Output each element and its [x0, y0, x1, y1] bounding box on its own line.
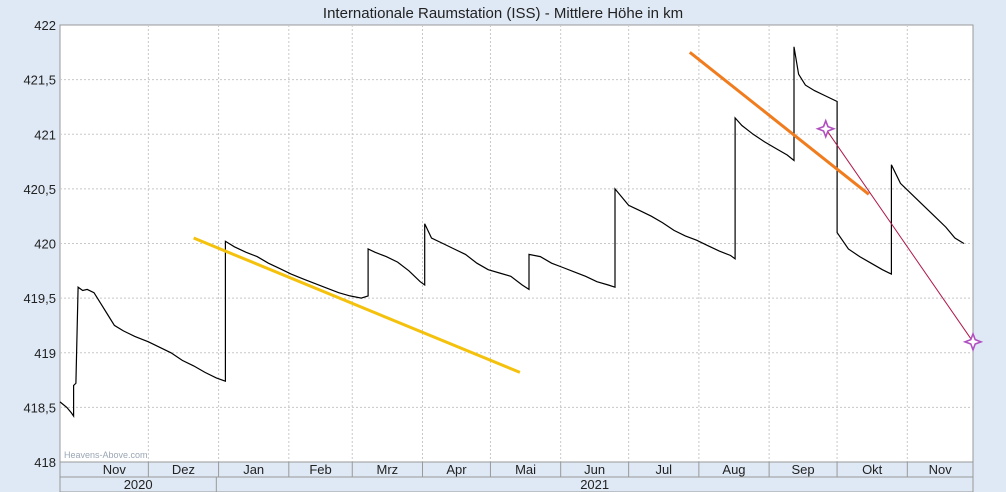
x-axis: Nov Dez Jan Feb Mrz Apr Mai Jun Jul Aug Sep Okt Nov2…	[59, 461, 974, 492]
trend-line	[688, 51, 870, 196]
point-markers	[815, 118, 984, 353]
x-tick-label: Nov	[103, 462, 127, 477]
x-tick-label: Dez	[172, 462, 195, 477]
x-tick-label: Feb	[309, 462, 331, 477]
x-tick-label: Aug	[722, 462, 745, 477]
x-tick-label: Jan	[243, 462, 264, 477]
x-tick-label: Apr	[446, 462, 467, 477]
star-marker	[962, 331, 984, 353]
watermark: Heavens-Above.com	[64, 450, 148, 460]
x-tick-label: Jul	[655, 462, 672, 477]
trend-line	[825, 128, 974, 343]
trend-line	[193, 236, 521, 374]
y-tick-label: 418,5	[23, 400, 56, 415]
altitude-series-line	[59, 46, 965, 419]
y-tick-label: 418	[34, 455, 56, 470]
grid-lines	[60, 25, 973, 462]
x-tick-label: Jun	[584, 462, 605, 477]
x-tick-label: Okt	[862, 462, 883, 477]
chart-title: Internationale Raumstation (ISS) - Mittl…	[323, 5, 683, 22]
y-tick-label: 420	[34, 237, 56, 252]
x-tick-label: Nov	[929, 462, 953, 477]
x-tick-label: Sep	[792, 462, 815, 477]
x-tick-label: Mrz	[377, 462, 399, 477]
star-marker	[815, 118, 836, 140]
x-tick-label: Mai	[515, 462, 536, 477]
y-tick-label: 420,5	[23, 182, 56, 197]
y-tick-label: 422	[34, 18, 56, 33]
y-axis-tick-labels: 422 421,5 421 420,5 420 419,5 419 418,5 418	[23, 18, 56, 470]
year-label: 2021	[580, 477, 609, 492]
y-tick-label: 421,5	[23, 73, 56, 88]
year-label: 2020	[124, 477, 153, 492]
y-tick-label: 421	[34, 127, 56, 142]
y-tick-label: 419,5	[23, 291, 56, 306]
data-series	[59, 46, 965, 419]
year-axis-band	[59, 476, 974, 492]
y-tick-label: 419	[34, 346, 56, 361]
trend-lines	[193, 51, 974, 374]
